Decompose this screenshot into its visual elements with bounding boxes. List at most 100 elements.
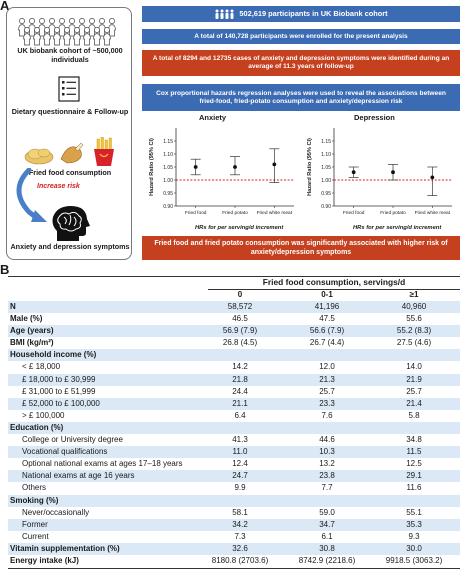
row-label: College or University degree (22, 435, 123, 445)
table-row: Former 34.2 34.7 35.3 (8, 518, 460, 531)
increase-risk-arrow-icon (16, 168, 47, 222)
table-row: < £ 18,000 14.2 12.0 14.0 (8, 361, 460, 373)
table-cell: 6.4 (234, 410, 246, 420)
table-row: Education (%) (8, 421, 460, 435)
table-row: £ 52,000 to £ 100,000 21.1 23.3 21.4 (8, 397, 460, 410)
questionnaire-icon (58, 76, 80, 102)
depression-chart-title: Depression (354, 113, 395, 122)
cox-banner: Cox proportional hazards regression anal… (142, 84, 460, 111)
cases-text: A total of 8294 and 12735 cases of anxie… (152, 55, 450, 70)
table-row: Age (years) 56.9 (7.9) 56.6 (7.9) 55.2 (8.3… (8, 325, 460, 338)
estimate-point (430, 175, 435, 180)
panel-label-b: B (0, 262, 10, 277)
table-cell: 7.3 (234, 531, 246, 541)
table-cell: 41,196 (314, 302, 340, 311)
y-tick-label: 1.00 (321, 178, 331, 184)
table-row: Current 7.3 6.1 9.3 (8, 531, 460, 543)
estimate-point (351, 170, 356, 175)
table-cell: 7.6 (321, 410, 333, 420)
table-cell: 21.4 (406, 398, 422, 408)
anxiety-x-axis-label: HRs for per serving/d increment (195, 225, 284, 231)
table-cell: 47.5 (319, 314, 335, 324)
table-cell: 7.7 (321, 483, 333, 493)
table-cell: 56.9 (7.9) (222, 326, 258, 336)
table-row: Vitamin supplementation (%) 32.6 30.8 30.0 (8, 542, 460, 555)
table-col-header-row: 0 0-1 ≥1 (8, 289, 460, 301)
row-label: Optional national exams at ages 17–18 ye… (22, 459, 183, 469)
estimate-point (233, 165, 237, 169)
enrolled-text: A total of 140,728 participants were enr… (194, 32, 408, 40)
table-cell: 34.7 (319, 519, 335, 529)
col-header-2: ≥1 (409, 290, 419, 299)
table-cell: 9.3 (408, 531, 420, 541)
table-cell: 34.2 (232, 519, 248, 529)
cases-banner: A total of 8294 and 12735 cases of anxie… (142, 50, 460, 76)
study-design-box: UK biobank cohort of ~500,000 individual… (6, 7, 132, 260)
conclusion-text: Fried food and fried potato consumption … (154, 240, 448, 256)
col-header-1: 0-1 (321, 290, 333, 299)
table-cell: 12.5 (406, 459, 422, 469)
estimate-point (391, 170, 395, 175)
row-label: £ 18,000 to £ 30,999 (22, 374, 96, 384)
table-cell: 29.1 (406, 471, 422, 481)
table-cell: 44.6 (319, 435, 335, 445)
y-tick-label: 0.95 (321, 191, 331, 197)
table-cell: 14.2 (232, 362, 248, 372)
y-tick-label: 1.15 (321, 139, 331, 145)
fried-food-icon (24, 137, 114, 166)
table-cell: 14.0 (406, 362, 422, 372)
x-tick-label: Fried potato (380, 210, 406, 216)
table-cell: 58.1 (232, 507, 248, 517)
table-header-rule (208, 289, 460, 290)
depression-forest-plot: 0.90 0.95 1.00 1.05 1.10 1.15 Hazard Ratio (95… (307, 128, 452, 216)
row-label: £ 52,000 to £ 100,000 (22, 398, 100, 408)
estimate-point (193, 165, 198, 169)
row-label: Current (22, 531, 49, 541)
y-axis-label: Hazard Ratio (95% CI) (149, 138, 155, 196)
y-tick-label: 0.95 (163, 191, 173, 197)
y-tick-label: 1.00 (163, 178, 173, 184)
crowd-icon (18, 18, 116, 46)
increase-risk-label: Increase risk (37, 183, 80, 190)
table-bottom-rule (8, 568, 460, 570)
participants-banner: 502,619 participants in UK Biobank cohor… (142, 6, 460, 22)
table-cell: 23.3 (319, 398, 335, 408)
row-label: Male (%) (10, 314, 43, 324)
table-super-header-row: Fried food consumption, servings/d (8, 276, 460, 289)
table-cell: 21.9 (406, 374, 422, 384)
table-cell: 24.7 (232, 471, 248, 481)
y-tick-label: 1.05 (321, 165, 331, 171)
row-label: Household income (%) (10, 350, 97, 360)
table-cell: 55.6 (406, 314, 422, 324)
conclusion-banner: Fried food and fried potato consumption … (142, 236, 460, 260)
row-label: Vocational qualifications (22, 447, 108, 457)
table-cell: 25.7 (319, 386, 335, 396)
table-cell: 40,960 (401, 302, 427, 311)
row-label: Age (years) (10, 326, 54, 336)
table-cell: 10.3 (319, 447, 335, 457)
table-cell: 8180.8 (2703.6) (211, 555, 269, 565)
table-cell: 21.8 (232, 374, 248, 384)
table-cell: 41.3 (232, 435, 248, 445)
row-label: Energy intake (kJ) (10, 555, 79, 565)
row-label: Vitamin supplementation (%) (10, 543, 120, 553)
x-tick-label: Fried white meat (257, 210, 293, 216)
y-tick-label: 0.90 (321, 204, 331, 210)
row-label: Education (%) (10, 422, 64, 432)
table-top-rule (8, 276, 460, 277)
estimate-point (272, 162, 277, 167)
row-label: Others (22, 483, 47, 493)
table-cell: 9918.5 (3063.2) (385, 555, 443, 565)
table-cell: 59.0 (319, 507, 335, 517)
table-cell: 21.3 (319, 374, 335, 384)
anxiety-forest-plot: 0.90 0.95 1.00 1.05 1.10 1.15 Hazard Ratio (95… (149, 128, 294, 216)
table-cell: 8742.9 (2218.6) (298, 555, 356, 565)
table-cell: 58,572 (227, 302, 253, 311)
table-cell: 26.7 (4.4) (309, 338, 345, 348)
table-cell: 26.8 (4.5) (222, 338, 258, 348)
x-tick-label: Fried white meat (415, 210, 451, 216)
panel-label-a: A (0, 0, 10, 13)
x-tick-label: Fried potato (222, 210, 248, 216)
table-cell: 30.0 (406, 543, 422, 553)
table-row: Energy intake (kJ) 8180.8 (2703.6) 8742.9 … (8, 555, 460, 567)
